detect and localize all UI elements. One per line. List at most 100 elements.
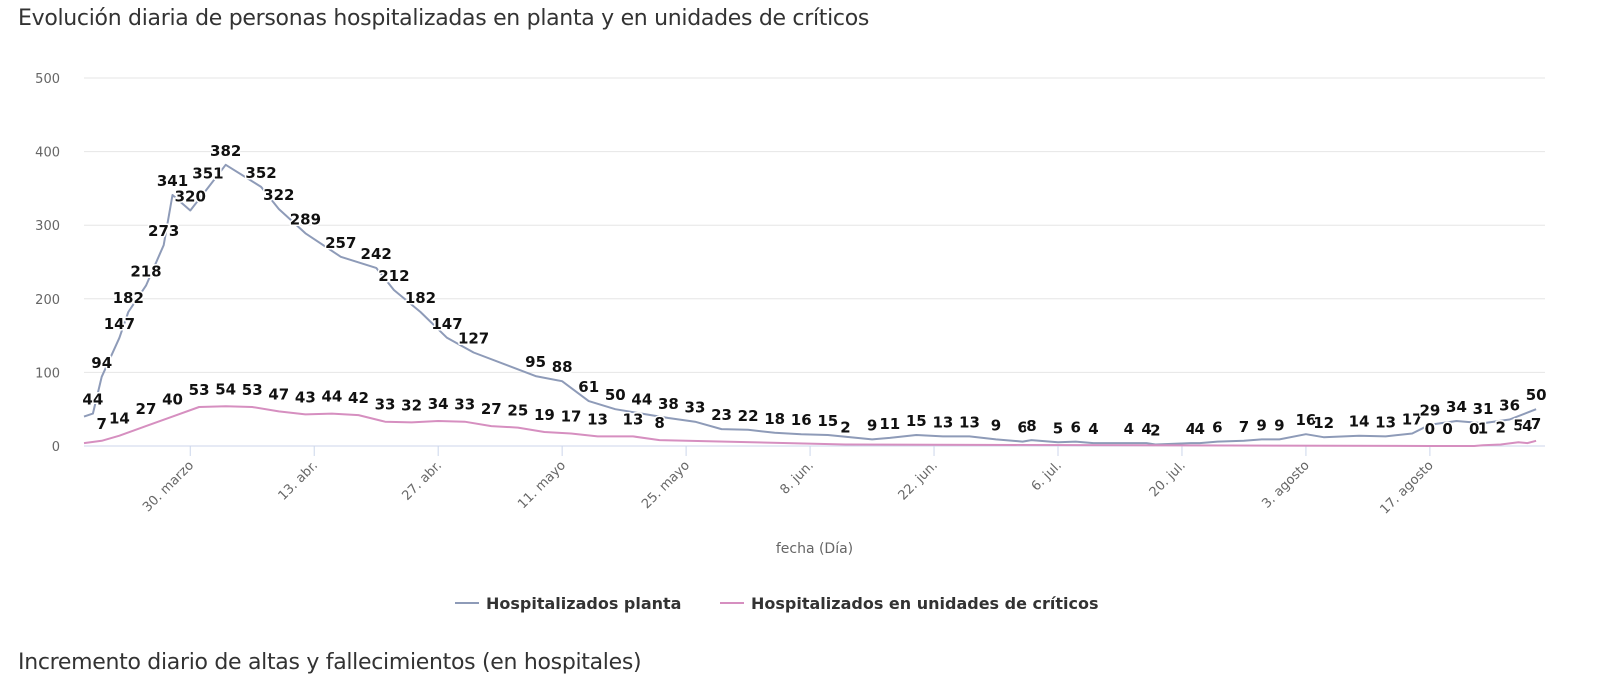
data-label: 33 <box>454 396 475 414</box>
data-label: 182 <box>405 289 436 307</box>
data-label: 0 <box>1425 420 1435 438</box>
chart-title: Evolución diaria de personas hospitaliza… <box>18 6 870 31</box>
data-label: 19 <box>534 406 555 424</box>
data-label: 341 <box>157 172 188 190</box>
data-label: 32 <box>401 396 422 414</box>
data-label: 12 <box>1313 414 1334 432</box>
y-tick-label: 500 <box>35 72 60 87</box>
data-label: 34 <box>1446 398 1467 416</box>
data-label: 218 <box>130 263 161 281</box>
data-label: 289 <box>290 210 321 228</box>
data-label: 15 <box>817 412 838 430</box>
data-label: 22 <box>738 407 759 425</box>
data-label: 14 <box>109 410 130 428</box>
data-label: 50 <box>1526 386 1547 404</box>
data-label: 6 <box>1070 419 1080 437</box>
data-label: 4 <box>1141 420 1151 438</box>
data-label: 7 <box>96 415 106 433</box>
data-label: 13 <box>1375 413 1396 431</box>
data-label: 9 <box>1256 416 1266 434</box>
data-label: 4 <box>1088 420 1098 438</box>
data-label: 2 <box>840 419 850 437</box>
data-label: 1 <box>1478 419 1488 437</box>
data-label: 11 <box>879 415 900 433</box>
data-label: 147 <box>431 315 462 333</box>
series-line-criticos <box>83 405 1537 447</box>
data-label: 50 <box>605 386 626 404</box>
data-label: 44 <box>631 391 652 409</box>
data-label: 7 <box>1239 418 1249 436</box>
data-label: 47 <box>268 385 289 403</box>
data-label: 9 <box>1274 416 1284 434</box>
x-tick-label: 6. jul. <box>1029 458 1065 494</box>
data-label: 0 <box>1442 420 1452 438</box>
data-label: 320 <box>175 187 206 205</box>
data-label: 6 <box>1212 419 1222 437</box>
x-tick-label: 30. marzo <box>140 458 197 515</box>
next-section-title: Incremento diario de altas y fallecimien… <box>18 650 642 675</box>
data-label: 44 <box>82 391 103 409</box>
data-label: 95 <box>525 353 546 371</box>
data-label: 29 <box>1419 402 1440 420</box>
y-tick-label: 0 <box>52 440 60 455</box>
data-label: 14 <box>1349 413 1370 431</box>
data-label: 38 <box>658 395 679 413</box>
data-label: 257 <box>325 234 356 252</box>
x-tick-label: 22. jun. <box>896 458 941 503</box>
data-label: 212 <box>378 267 409 285</box>
data-label: 8 <box>1026 417 1036 435</box>
data-label: 17 <box>561 407 582 425</box>
series-line-planta <box>83 163 1537 446</box>
data-label: 2 <box>1496 419 1506 437</box>
data-label: 53 <box>242 381 263 399</box>
y-tick-label: 300 <box>35 219 60 234</box>
data-label: 88 <box>552 358 573 376</box>
data-label: 9 <box>867 416 877 434</box>
data-label: 242 <box>361 245 392 263</box>
data-label: 4 <box>1194 420 1204 438</box>
x-tick-label: 8. jun. <box>777 458 816 497</box>
data-label: 4 <box>1186 420 1196 438</box>
data-label: 273 <box>148 222 179 240</box>
data-label: 31 <box>1473 400 1494 418</box>
data-label: 8 <box>654 414 664 432</box>
data-label: 27 <box>481 400 502 418</box>
data-label: 127 <box>458 330 489 348</box>
data-label: 13 <box>959 413 980 431</box>
data-label: 5 <box>1053 419 1063 437</box>
y-tick-label: 200 <box>35 293 60 308</box>
data-label: 9 <box>991 416 1001 434</box>
data-label: 27 <box>136 400 157 418</box>
x-tick-label: 3. agosto <box>1259 458 1312 511</box>
data-label: 61 <box>578 378 599 396</box>
y-tick-label: 100 <box>35 366 60 381</box>
data-label: 40 <box>162 391 183 409</box>
data-label: 147 <box>104 315 135 333</box>
data-label: 33 <box>375 396 396 414</box>
data-label: 36 <box>1499 397 1520 415</box>
data-label: 13 <box>932 413 953 431</box>
x-tick-label: 25. mayo <box>639 458 693 512</box>
data-label: 54 <box>215 380 236 398</box>
data-label: 53 <box>189 381 210 399</box>
x-axis-title: fecha (Día) <box>776 541 853 557</box>
x-tick-label: 17. agosto <box>1377 458 1436 517</box>
y-tick-label: 400 <box>35 146 60 161</box>
data-label: 351 <box>192 165 223 183</box>
legend-item: Hospitalizados planta <box>486 594 681 613</box>
data-label: 4 <box>1522 417 1532 435</box>
data-label: 18 <box>764 410 785 428</box>
x-tick-label: 20. jul. <box>1147 458 1189 500</box>
data-label: 23 <box>711 406 732 424</box>
x-tick-label: 27. abr. <box>400 458 445 503</box>
data-label: 182 <box>113 289 144 307</box>
x-tick-label: 13. abr. <box>276 458 321 503</box>
data-label: 33 <box>685 399 706 417</box>
data-label: 42 <box>348 389 369 407</box>
data-label: 43 <box>295 388 316 406</box>
data-label: 13 <box>623 410 644 428</box>
data-label: 94 <box>91 354 112 372</box>
data-label: 5 <box>1513 416 1523 434</box>
data-label: 2 <box>1150 422 1160 440</box>
